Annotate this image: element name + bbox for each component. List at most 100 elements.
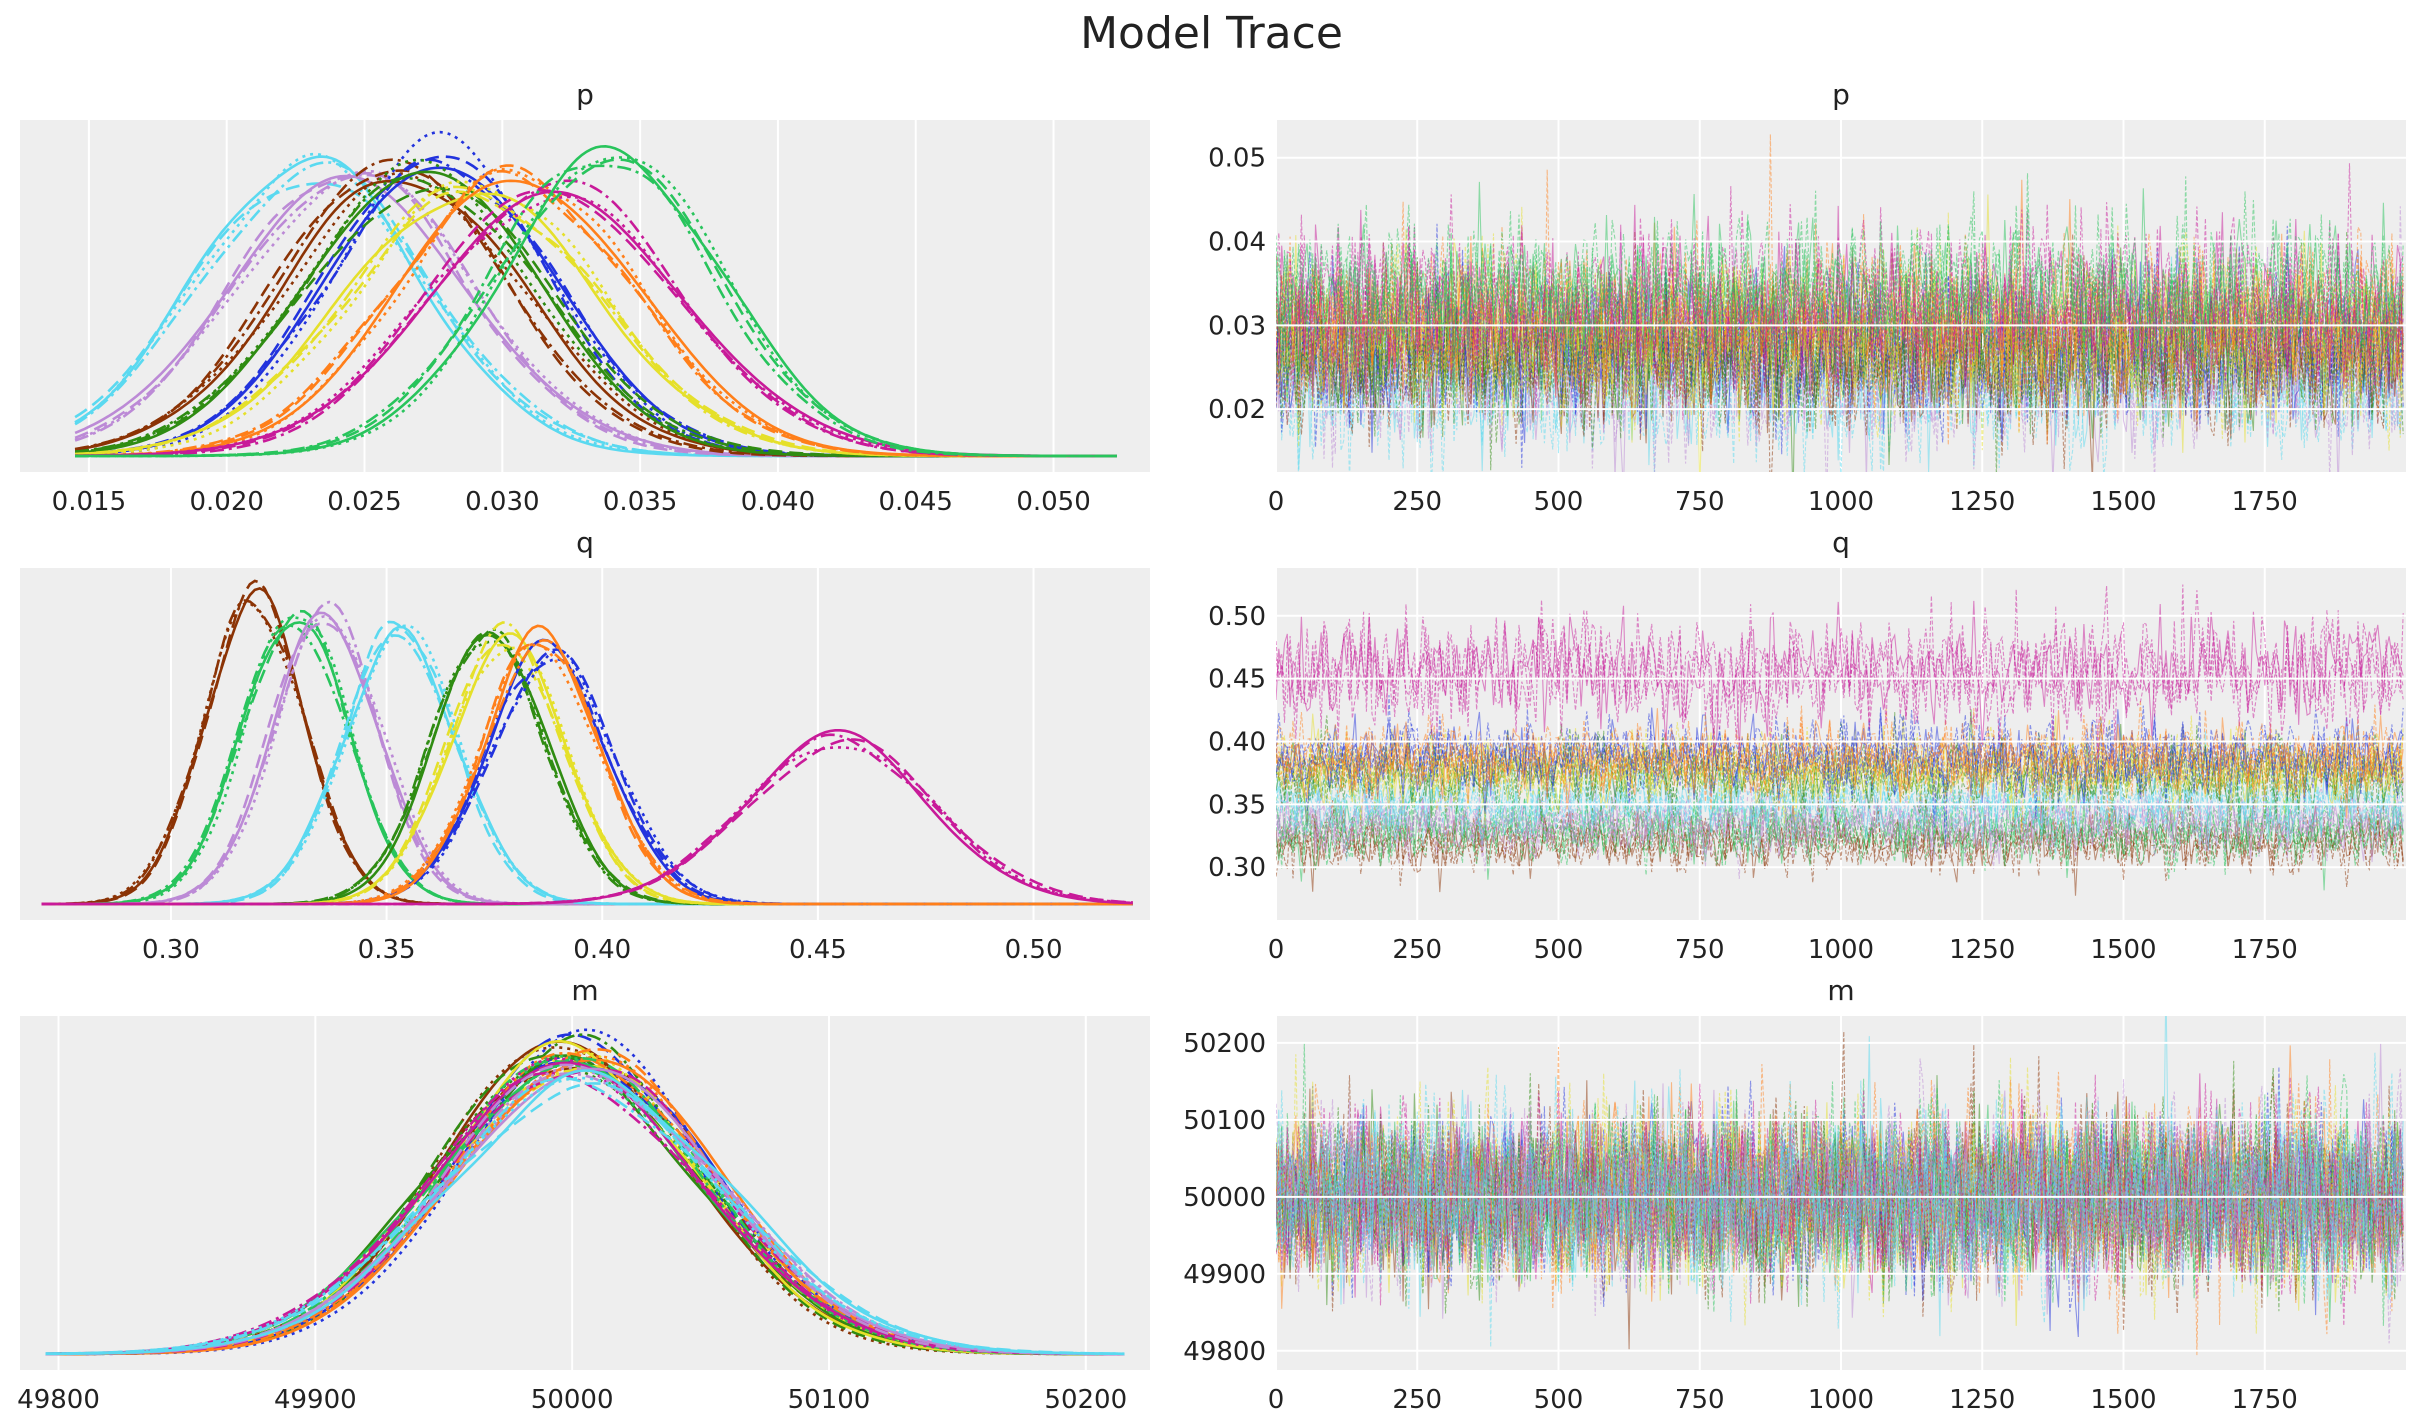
- x-tick-label: 0.30: [142, 935, 200, 965]
- density-curve-chain-group-9: [75, 156, 1117, 458]
- x-tick-label: 1750: [2232, 935, 2298, 965]
- y-tick-label: 49800: [1183, 1337, 1266, 1367]
- x-tick-label: 1750: [2232, 1385, 2298, 1415]
- figure-title: Model Trace: [1080, 8, 1343, 59]
- x-tick-label: 250: [1392, 487, 1442, 517]
- trace-line-chain-group-9: [1276, 1074, 2404, 1348]
- trace-line-chain-group-7: [1276, 695, 2404, 828]
- x-tick-label: 49800: [17, 1385, 100, 1415]
- x-tick-label: 1250: [1949, 1385, 2015, 1415]
- x-tick-label: 0.50: [1005, 935, 1063, 965]
- panel-density-p: p 0.015 0.020 0.025 0.030 0.035 0.040 0.045 0.05…: [20, 78, 1150, 517]
- x-tick-label: 49900: [274, 1385, 357, 1415]
- x-tick-label: 0.030: [465, 487, 539, 517]
- trace-line-chain-group-9: [1276, 190, 2404, 421]
- x-tick-label: 500: [1534, 1385, 1584, 1415]
- panel-trace-q: q 0 250 500 750 1000 1250 1500 1750 0.30 0.35 0.40 0…: [1208, 526, 2406, 965]
- trace-line-chain-group-2: [1276, 774, 2404, 867]
- x-tick-label: 750: [1675, 487, 1725, 517]
- density-curve-chain-group-5: [45, 1048, 1125, 1356]
- trace-line-chain-group-7: [1276, 1074, 2404, 1326]
- panel-title: p: [576, 78, 594, 111]
- x-tick-label: 0: [1268, 1385, 1285, 1415]
- panel-density-m: m 49800 49900 50000 50100 50200: [17, 974, 1150, 1415]
- trace-line-chain-group-4: [1276, 753, 2404, 847]
- trace-line-chain-group-8: [1276, 708, 2404, 825]
- trace-line-chain-group-1: [1276, 278, 2404, 472]
- x-tick-label: 1000: [1808, 487, 1874, 517]
- density-curve-chain-group-9: [75, 164, 1117, 458]
- x-tick-label: 250: [1392, 1385, 1442, 1415]
- panel-title: m: [571, 974, 598, 1007]
- x-tick-label: 750: [1675, 935, 1725, 965]
- x-tick-label: 0.45: [789, 935, 847, 965]
- density-curve-chain-group-4: [75, 158, 1117, 458]
- x-tick-label: 0: [1268, 487, 1285, 517]
- density-curve-chain-group-9: [45, 1076, 1125, 1356]
- panel-title: q: [576, 526, 594, 559]
- x-tick-label: 750: [1675, 1385, 1725, 1415]
- x-tick-label: 0.035: [603, 487, 677, 517]
- panel-trace-m: m 0 250 500 750 1000 1250 1500 1750 49800 49900 500…: [1183, 974, 2406, 1415]
- panel-title: m: [1827, 974, 1854, 1007]
- y-tick-label: 0.05: [1208, 144, 1266, 174]
- panel-density-q: q 0.30 0.35 0.40 0.45 0.50: [20, 526, 1150, 965]
- x-tick-label: 1500: [2090, 487, 2156, 517]
- x-tick-label: 1000: [1808, 1385, 1874, 1415]
- x-tick-label: 50000: [531, 1385, 614, 1415]
- y-tick-label: 0.02: [1208, 395, 1266, 425]
- density-curve-chain-group-7: [41, 649, 1133, 906]
- x-tick-label: 500: [1534, 935, 1584, 965]
- trace-line-chain-group-3: [1276, 760, 2404, 879]
- density-curve-chain-group-7: [75, 164, 1117, 458]
- x-tick-label: 1250: [1949, 935, 2015, 965]
- x-tick-label: 0.35: [358, 935, 416, 965]
- plot-area: [20, 568, 1150, 920]
- density-curve-chain-group-4: [45, 1051, 1125, 1356]
- y-tick-label: 0.35: [1208, 790, 1266, 820]
- trace-line-chain-group-9: [1276, 173, 2404, 394]
- x-tick-label: 250: [1392, 935, 1442, 965]
- x-tick-label: 0.015: [52, 487, 126, 517]
- y-tick-label: 49900: [1183, 1260, 1266, 1290]
- trace-line-chain-group-9: [1276, 590, 2404, 747]
- x-tick-label: 1750: [2232, 487, 2298, 517]
- y-tick-label: 0.50: [1208, 602, 1266, 632]
- panel-title: q: [1832, 526, 1850, 559]
- trace-line-chain-group-9: [1276, 1052, 2404, 1329]
- trace-line-chain-group-8: [1276, 163, 2404, 408]
- density-curve-chain-group-2: [74, 172, 1117, 458]
- y-tick-label: 0.45: [1208, 665, 1266, 695]
- y-tick-label: 50000: [1183, 1183, 1266, 1213]
- y-tick-label: 0.04: [1208, 228, 1266, 258]
- x-tick-label: 1250: [1949, 487, 2015, 517]
- trace-line-chain-group-9: [1276, 585, 2404, 761]
- y-tick-label: 50100: [1183, 1106, 1266, 1136]
- trace-line-chain-group-9: [1276, 584, 2404, 748]
- trace-line-chain-group-9: [1276, 181, 2404, 398]
- x-tick-label: 1500: [2090, 935, 2156, 965]
- panel-trace-p: p 0 250 500 750 1000 1250 1500 1750 0.02 0.03 0.04 0…: [1208, 78, 2406, 517]
- x-tick-label: 500: [1534, 487, 1584, 517]
- x-tick-label: 0.040: [741, 487, 815, 517]
- x-tick-label: 1500: [2090, 1385, 2156, 1415]
- density-curve-chain-group-3: [74, 158, 1117, 458]
- trace-line-chain-group-9: [1276, 1072, 2404, 1306]
- density-curve-chain-group-9: [45, 1076, 1125, 1356]
- x-tick-label: 0: [1268, 935, 1285, 965]
- density-curve-chain-group-3: [74, 172, 1117, 458]
- trace-line-chain-group-3: [1276, 773, 2404, 870]
- x-tick-label: 1000: [1808, 935, 1874, 965]
- y-tick-label: 0.03: [1208, 311, 1266, 341]
- x-tick-label: 0.045: [879, 487, 953, 517]
- x-tick-label: 0.050: [1016, 487, 1090, 517]
- y-tick-label: 0.30: [1208, 853, 1266, 883]
- y-tick-label: 50200: [1183, 1029, 1266, 1059]
- density-curve-chain-group-6: [45, 1056, 1125, 1356]
- trace-line-chain-group-8: [1276, 700, 2404, 803]
- panel-title: p: [1832, 78, 1850, 111]
- trace-line-chain-group-8: [1276, 1042, 2404, 1319]
- trace-line-chain-group-4: [1276, 749, 2404, 849]
- density-curve-chain-group-1: [74, 152, 1117, 458]
- y-tick-label: 0.40: [1208, 727, 1266, 757]
